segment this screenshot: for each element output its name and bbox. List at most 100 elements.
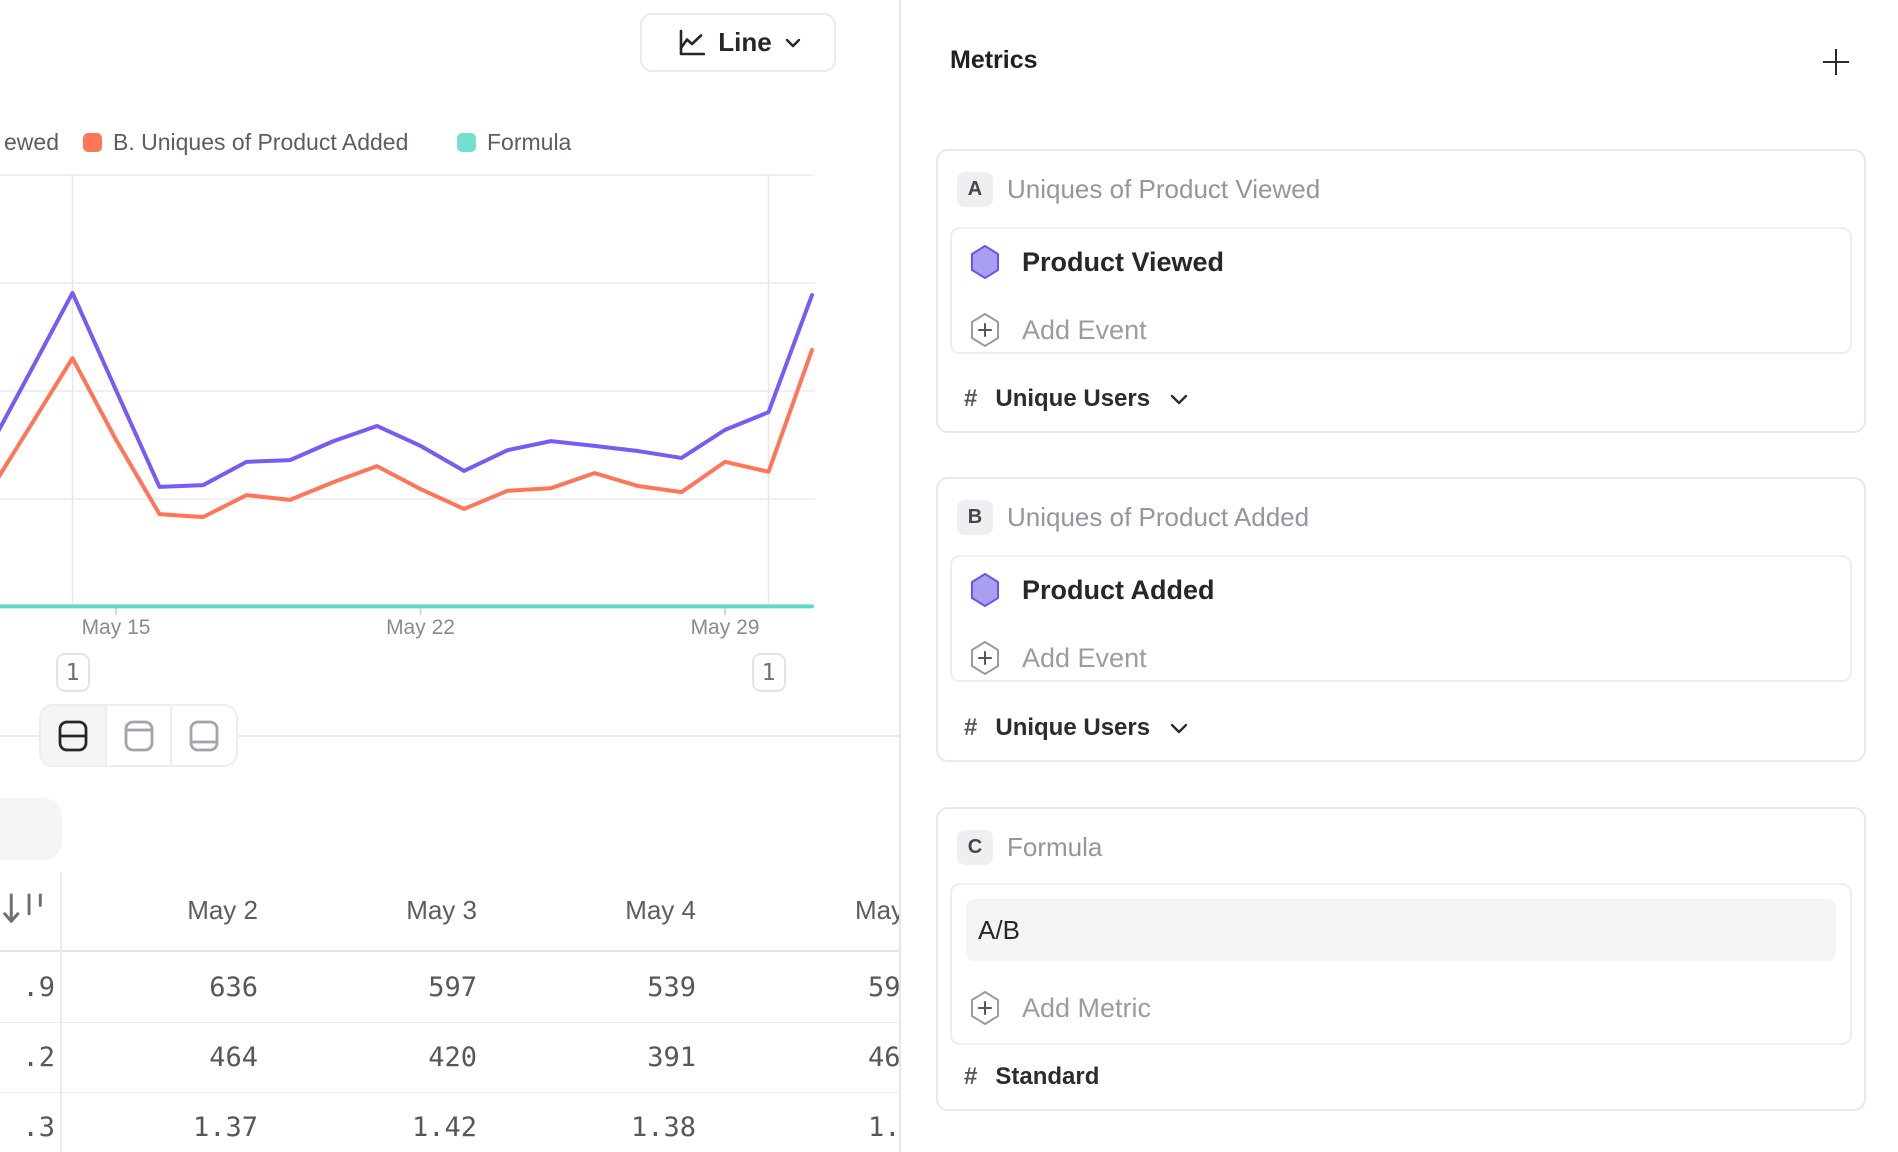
metric-card-b[interactable]: B Uniques of Product Added Product Added… bbox=[936, 477, 1866, 762]
series-line bbox=[0, 347, 814, 520]
frozen-column-divider bbox=[60, 872, 62, 1152]
x-axis-label: May 15 bbox=[81, 616, 151, 639]
metric-card-header: C Formula bbox=[957, 830, 1102, 865]
event-hexagon-icon bbox=[971, 245, 999, 279]
layout-toggle-chart-only[interactable] bbox=[104, 706, 171, 765]
add-event-hexagon-plus-icon bbox=[971, 641, 999, 675]
add-event-button[interactable]: Add Event bbox=[970, 641, 1147, 675]
chevron-down-icon bbox=[785, 38, 800, 47]
table-row: .3 1.37 1.42 1.38 1.2 bbox=[0, 1092, 899, 1152]
table-cell: 391 bbox=[647, 1042, 696, 1073]
table-cell-truncated: 59 bbox=[868, 971, 899, 1003]
measurement-label: Unique Users bbox=[995, 714, 1151, 741]
add-metric-label: Add Metric bbox=[1022, 992, 1152, 1023]
metric-letter-badge: A bbox=[957, 172, 993, 207]
add-metric-button[interactable]: Add Metric bbox=[970, 991, 1151, 1025]
annotation-badge[interactable]: 1 bbox=[751, 653, 786, 692]
formula-input[interactable]: A/B bbox=[966, 899, 1836, 961]
legend-swatch-formula bbox=[457, 132, 476, 152]
column-header-truncated[interactable]: May bbox=[855, 894, 899, 925]
layout-toggle-table-only[interactable] bbox=[170, 706, 236, 765]
chart-type-label: Line bbox=[718, 27, 772, 57]
add-event-label: Add Event bbox=[1022, 314, 1147, 345]
column-header[interactable]: May 3 bbox=[406, 894, 477, 925]
hash-icon: # bbox=[964, 1063, 978, 1090]
hash-icon: # bbox=[964, 714, 978, 741]
panel-divider bbox=[899, 0, 901, 1152]
table-cell: 1.38 bbox=[630, 1112, 696, 1143]
metric-card-title[interactable]: Uniques of Product Viewed bbox=[1007, 174, 1321, 204]
table-cell: 597 bbox=[428, 971, 477, 1003]
legend-label: Formula bbox=[487, 128, 572, 155]
event-selector[interactable]: Product Added bbox=[970, 573, 1215, 607]
results-table: May 2 May 3 May 4 May .9 636 597 539 59 … bbox=[0, 870, 899, 1152]
chart-pane: Line ewed B. Uniques of Product Added Fo… bbox=[0, 0, 899, 1152]
event-selector[interactable]: Product Viewed bbox=[970, 245, 1224, 279]
layout-toggle-split-view[interactable] bbox=[41, 706, 105, 765]
measurement-selector[interactable]: # Standard bbox=[964, 1063, 1099, 1091]
event-hexagon-icon bbox=[971, 573, 999, 607]
legend-item-b[interactable]: B. Uniques of Product Added bbox=[83, 128, 408, 156]
table-row: .2 464 420 391 46 bbox=[0, 1022, 899, 1092]
event-name: Product Added bbox=[1022, 574, 1215, 605]
annotation-badge[interactable]: 1 bbox=[55, 653, 90, 692]
table-only-icon bbox=[189, 720, 219, 751]
measurement-label: Unique Users bbox=[995, 385, 1151, 412]
table-cell-truncated: 46 bbox=[868, 1042, 899, 1073]
legend-label: B. Uniques of Product Added bbox=[113, 128, 409, 155]
x-axis-label: May 29 bbox=[690, 616, 760, 639]
column-header[interactable]: May 2 bbox=[187, 894, 258, 925]
x-axis-label: May 22 bbox=[386, 616, 455, 639]
measurement-selector[interactable]: # Unique Users bbox=[964, 385, 1188, 413]
chart-svg[interactable] bbox=[0, 0, 899, 660]
table-cell: 464 bbox=[209, 1042, 258, 1073]
hash-icon: # bbox=[964, 385, 978, 412]
chart-only-icon bbox=[124, 720, 153, 751]
chevron-down-icon bbox=[1170, 723, 1188, 733]
table-row: .9 636 597 539 59 bbox=[0, 952, 899, 1022]
plus-icon[interactable] bbox=[1820, 46, 1852, 78]
sort-header-cell[interactable] bbox=[0, 870, 61, 950]
row-left-value: .2 bbox=[22, 1042, 55, 1073]
table-cell: 420 bbox=[428, 1042, 477, 1073]
table-cell: 636 bbox=[209, 971, 258, 1003]
metric-card-title[interactable]: Uniques of Product Added bbox=[1007, 502, 1310, 532]
metrics-panel-title: Metrics bbox=[950, 46, 1038, 74]
chevron-down-icon bbox=[1170, 394, 1188, 404]
metric-letter-badge: C bbox=[957, 830, 993, 865]
metric-card-header: B Uniques of Product Added bbox=[957, 500, 1309, 535]
truncated-chip[interactable] bbox=[0, 798, 62, 860]
add-metric-hexagon-plus-icon bbox=[971, 991, 999, 1025]
layout-toggle-group bbox=[39, 704, 238, 767]
event-block: Product Viewed Add Event bbox=[950, 227, 1852, 354]
metric-letter-badge: B bbox=[957, 500, 993, 535]
column-header[interactable]: May 4 bbox=[625, 894, 696, 925]
add-event-hexagon-plus-icon bbox=[971, 313, 999, 347]
sort-descending-icon bbox=[3, 893, 42, 923]
metric-card-header: A Uniques of Product Viewed bbox=[957, 172, 1320, 207]
chart-type-button[interactable]: Line bbox=[640, 13, 836, 72]
measurement-label: Standard bbox=[995, 1063, 1100, 1090]
metric-card-c[interactable]: C Formula A/B Add Metric # Standard bbox=[936, 807, 1866, 1111]
series-line bbox=[0, 290, 814, 489]
legend-item-formula[interactable]: Formula bbox=[457, 128, 571, 156]
table-header-row: May 2 May 3 May 4 May bbox=[0, 870, 899, 952]
split-view-icon bbox=[58, 720, 88, 751]
measurement-selector[interactable]: # Unique Users bbox=[964, 714, 1188, 742]
legend-item-a-truncated[interactable]: ewed bbox=[4, 128, 59, 156]
legend-swatch-b bbox=[83, 132, 102, 152]
add-event-label: Add Event bbox=[1022, 642, 1147, 673]
event-block: Product Added Add Event bbox=[950, 555, 1852, 682]
add-event-button[interactable]: Add Event bbox=[970, 313, 1147, 347]
metric-card-title[interactable]: Formula bbox=[1007, 832, 1103, 862]
legend-label: ewed bbox=[4, 128, 59, 155]
row-left-value: .9 bbox=[22, 971, 55, 1003]
table-cell-truncated: 1.2 bbox=[868, 1112, 899, 1143]
table-cell: 1.42 bbox=[411, 1112, 477, 1143]
section-divider bbox=[0, 735, 899, 737]
line-chart-icon bbox=[679, 29, 706, 55]
table-cell: 1.37 bbox=[192, 1112, 258, 1143]
metric-card-a[interactable]: A Uniques of Product Viewed Product View… bbox=[936, 149, 1866, 433]
row-left-value: .3 bbox=[22, 1112, 55, 1143]
